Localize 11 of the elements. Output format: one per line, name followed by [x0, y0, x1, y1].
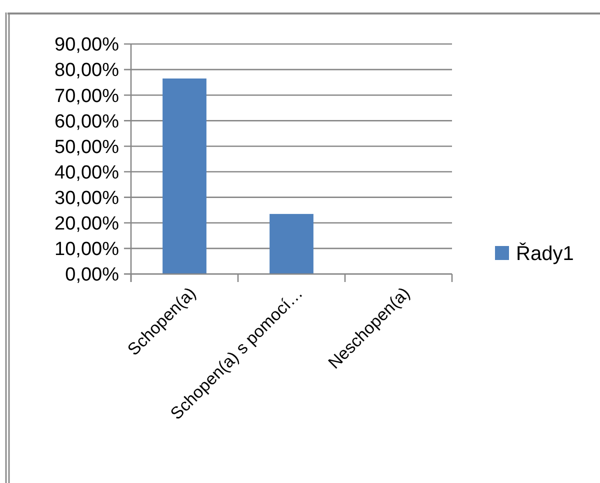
- y-tick-label: 80,00%: [54, 60, 120, 82]
- y-tick-label: 0,00%: [65, 264, 120, 286]
- y-tick-label: 90,00%: [54, 34, 120, 56]
- y-tick-label: 50,00%: [54, 136, 120, 158]
- legend-label: Řady1: [516, 242, 574, 265]
- y-tick-label: 30,00%: [54, 188, 120, 209]
- y-tick-label: 20,00%: [54, 214, 120, 235]
- y-tick-label: 60,00%: [54, 111, 120, 132]
- y-tick-label: 10,00%: [54, 239, 120, 260]
- y-tick-label: 40,00%: [54, 162, 120, 184]
- y-tick-label: 70,00%: [54, 86, 120, 107]
